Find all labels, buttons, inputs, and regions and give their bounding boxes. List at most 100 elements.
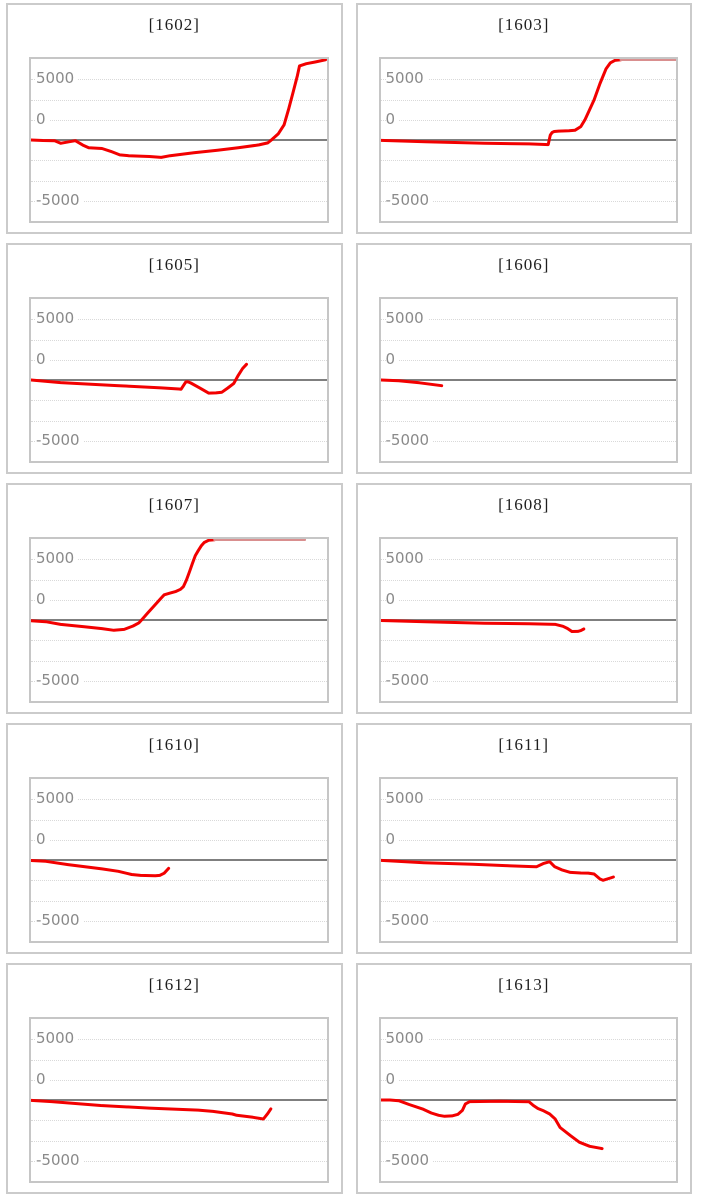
dotted-gridline [380,799,676,801]
dotted-gridline [380,339,676,341]
dotted-gridline [31,400,327,402]
y-axis-tick-label: -5000 [385,911,434,929]
dotted-gridline [380,1160,676,1162]
machine-chart-tile[interactable]: [1607] 5000 0 -5000 [6,483,343,714]
machine-number-title: [1603] [498,15,550,34]
y-axis-tick-label: 5000 [36,310,79,328]
machine-chart-tile[interactable]: [1613] 5000 0 -5000 [355,963,692,1194]
dotted-gridline [380,900,676,902]
y-axis-tick-label: -5000 [385,671,434,689]
y-axis-tick-label: 0 [385,1070,400,1088]
y-axis-tick-label: 0 [36,350,50,368]
machine-chart-tile[interactable]: [1610] 5000 0 -5000 [6,723,343,954]
series-line [380,378,443,388]
y-axis-tick-label: 5000 [385,790,428,808]
plot-area: 5000 0 -5000 [378,297,678,463]
dotted-gridline [380,160,676,162]
plot-area: 5000 0 -5000 [378,777,678,943]
dotted-gridline [31,579,327,581]
payout-line-chart [380,378,443,388]
y-axis-tick-label: -5000 [385,431,434,449]
dotted-gridline [31,900,327,902]
y-axis-tick-label: -5000 [36,671,84,689]
plot-area: 5000 0 -5000 [29,777,329,943]
dotted-gridline [380,1059,676,1061]
y-axis-tick-label: 5000 [385,550,428,568]
y-axis-tick-label: 0 [36,110,50,128]
zero-baseline [31,859,327,861]
plot-area: 5000 0 -5000 [378,1017,678,1183]
y-axis-tick-label: 5000 [36,550,79,568]
dotted-gridline [380,920,676,922]
machine-number-title: [1610] [148,735,200,754]
dotted-gridline [31,359,327,361]
dotted-gridline [31,799,327,801]
machine-chart-tile[interactable]: [1612] 5000 0 -5000 [6,963,343,1194]
payout-line-chart [31,362,248,395]
dotted-gridline [380,200,676,202]
dotted-gridline [31,640,327,642]
dotted-gridline [380,1120,676,1122]
machine-number-title: [1613] [498,975,550,994]
series-line [31,59,327,159]
zero-baseline [31,1099,327,1101]
dotted-gridline [31,79,327,81]
machine-number-title: [1606] [498,255,550,274]
dotted-gridline [380,1039,676,1041]
machine-chart-tile[interactable]: [1605] 5000 0 -5000 [6,243,343,474]
dotted-gridline [31,920,327,922]
machine-chart-tile[interactable]: [1606] 5000 0 -5000 [355,243,692,474]
dotted-gridline [380,319,676,321]
plot-area: 5000 0 -5000 [29,297,329,463]
dotted-gridline [380,359,676,361]
zero-baseline [31,379,327,381]
machine-number-title: [1605] [148,255,200,274]
dotted-gridline [380,119,676,121]
dotted-gridline [380,400,676,402]
payout-line-chart [31,1098,273,1121]
y-axis-tick-label: 5000 [385,70,428,88]
y-axis-tick-label: 0 [385,350,400,368]
series-line [31,1098,273,1121]
series-line [31,539,216,632]
y-axis-tick-label: 0 [36,830,50,848]
machine-chart-tile[interactable]: [1602] 5000 0 -5000 [6,3,343,234]
plot-area: 5000 0 -5000 [29,1017,329,1183]
dotted-gridline [31,160,327,162]
dotted-gridline [380,559,676,561]
machine-chart-tile[interactable]: [1608] 5000 0 -5000 [355,483,692,714]
dotted-gridline [380,180,676,182]
dotted-gridline [31,1160,327,1162]
payout-line-chart [380,619,585,633]
y-axis-tick-label: 0 [385,830,400,848]
zero-baseline [31,139,327,141]
machine-number-title: [1607] [148,495,200,514]
dotted-gridline [31,180,327,182]
dotted-gridline [380,440,676,442]
machine-number-title: [1608] [498,495,550,514]
machine-chart-tile[interactable]: [1603] 5000 0 -5000 [355,3,692,234]
machine-number-title: [1602] [148,15,200,34]
y-axis-tick-label: -5000 [36,431,84,449]
machine-number-title: [1611] [498,735,550,754]
y-axis-tick-label: 0 [36,1070,50,1088]
series-line [380,858,615,882]
payout-line-chart [31,539,307,632]
y-axis-tick-label: 5000 [36,790,79,808]
machine-number-title: [1612] [148,975,200,994]
plot-area: 5000 0 -5000 [29,537,329,703]
y-axis-tick-label: -5000 [385,1151,434,1169]
machine-chart-tile[interactable]: [1611] 5000 0 -5000 [355,723,692,954]
series-line [380,619,585,633]
dotted-gridline [31,119,327,121]
plot-area: 5000 0 -5000 [29,57,329,223]
dotted-gridline [380,99,676,101]
series-line [31,859,171,878]
dotted-gridline [31,1079,327,1081]
dotted-gridline [31,680,327,682]
plot-area: 5000 0 -5000 [378,537,678,703]
dotted-gridline [31,880,327,882]
dotted-gridline [31,599,327,601]
payout-line-chart [380,858,615,882]
